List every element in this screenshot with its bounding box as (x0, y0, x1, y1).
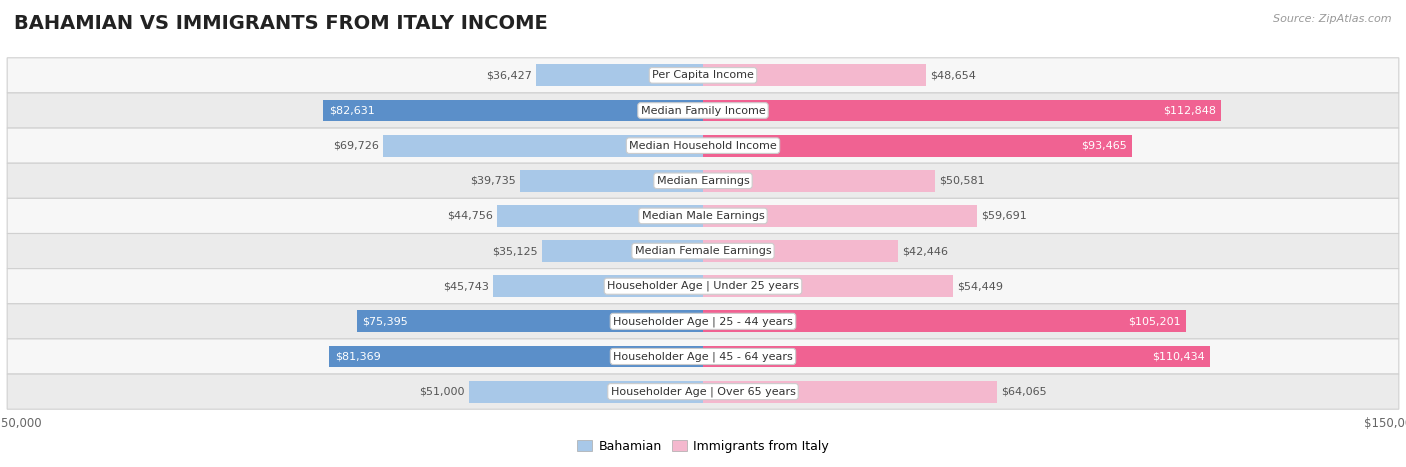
Text: Householder Age | 45 - 64 years: Householder Age | 45 - 64 years (613, 351, 793, 362)
Bar (703, 240, 898, 262)
Text: $59,691: $59,691 (981, 211, 1026, 221)
Text: $51,000: $51,000 (419, 387, 464, 396)
Text: Median Household Income: Median Household Income (628, 141, 778, 151)
Text: $110,434: $110,434 (1152, 352, 1205, 361)
Text: Median Earnings: Median Earnings (657, 176, 749, 186)
FancyBboxPatch shape (7, 234, 1399, 269)
Bar (703, 135, 1132, 156)
FancyBboxPatch shape (7, 58, 1399, 93)
FancyBboxPatch shape (7, 198, 1399, 234)
Bar (536, 64, 703, 86)
FancyBboxPatch shape (7, 339, 1399, 374)
Text: $75,395: $75,395 (363, 316, 408, 326)
Text: Householder Age | 25 - 44 years: Householder Age | 25 - 44 years (613, 316, 793, 326)
Bar (498, 205, 703, 227)
Text: $112,848: $112,848 (1163, 106, 1216, 115)
Bar (520, 170, 703, 191)
Bar (703, 64, 927, 86)
FancyBboxPatch shape (7, 128, 1399, 163)
Bar (382, 135, 703, 156)
Bar (703, 276, 953, 297)
Bar (494, 276, 703, 297)
Text: Median Male Earnings: Median Male Earnings (641, 211, 765, 221)
Bar (357, 311, 703, 332)
Text: $36,427: $36,427 (485, 71, 531, 80)
Text: $69,726: $69,726 (333, 141, 378, 151)
FancyBboxPatch shape (7, 269, 1399, 304)
Text: Median Female Earnings: Median Female Earnings (634, 246, 772, 256)
Text: $82,631: $82,631 (329, 106, 375, 115)
Bar (703, 170, 935, 191)
Text: $39,735: $39,735 (471, 176, 516, 186)
Text: $35,125: $35,125 (492, 246, 537, 256)
Bar (703, 99, 1222, 121)
Text: $64,065: $64,065 (1001, 387, 1047, 396)
Text: $48,654: $48,654 (931, 71, 977, 80)
Text: Householder Age | Over 65 years: Householder Age | Over 65 years (610, 386, 796, 397)
Text: Source: ZipAtlas.com: Source: ZipAtlas.com (1274, 14, 1392, 24)
Bar (703, 311, 1187, 332)
Text: $105,201: $105,201 (1128, 316, 1181, 326)
Legend: Bahamian, Immigrants from Italy: Bahamian, Immigrants from Italy (572, 435, 834, 458)
Text: Per Capita Income: Per Capita Income (652, 71, 754, 80)
Bar (468, 381, 703, 403)
Text: $93,465: $93,465 (1081, 141, 1126, 151)
Text: BAHAMIAN VS IMMIGRANTS FROM ITALY INCOME: BAHAMIAN VS IMMIGRANTS FROM ITALY INCOME (14, 14, 548, 33)
FancyBboxPatch shape (7, 93, 1399, 128)
Bar (541, 240, 703, 262)
Text: $44,756: $44,756 (447, 211, 494, 221)
Bar (703, 381, 997, 403)
Bar (703, 346, 1211, 368)
FancyBboxPatch shape (7, 374, 1399, 409)
FancyBboxPatch shape (7, 163, 1399, 198)
Bar (703, 205, 977, 227)
Text: $54,449: $54,449 (957, 281, 1004, 291)
Text: $42,446: $42,446 (903, 246, 948, 256)
Text: $81,369: $81,369 (335, 352, 381, 361)
Text: $50,581: $50,581 (939, 176, 986, 186)
Bar (323, 99, 703, 121)
Text: Median Family Income: Median Family Income (641, 106, 765, 115)
FancyBboxPatch shape (7, 304, 1399, 339)
Bar (329, 346, 703, 368)
Text: $45,743: $45,743 (443, 281, 489, 291)
Text: Householder Age | Under 25 years: Householder Age | Under 25 years (607, 281, 799, 291)
